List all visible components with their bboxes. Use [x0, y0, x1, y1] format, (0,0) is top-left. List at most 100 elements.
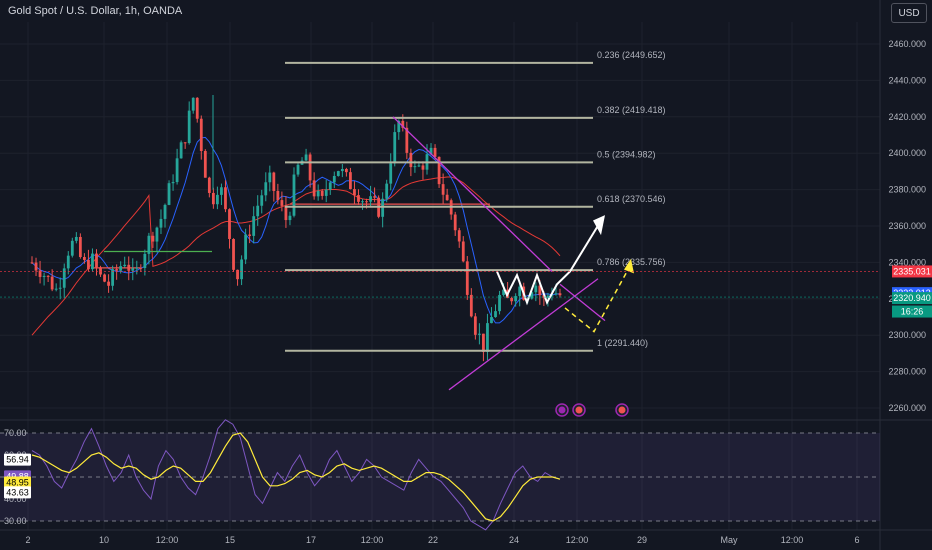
candle — [244, 228, 248, 265]
candle-body — [171, 182, 175, 184]
candle-body — [207, 177, 211, 193]
price-tag-label: 2320.940 — [893, 293, 931, 303]
candle — [332, 171, 336, 188]
ma-red-line — [31, 176, 561, 336]
candle — [477, 323, 481, 345]
candle-body — [175, 158, 179, 183]
candle-body — [240, 259, 243, 280]
candle — [393, 124, 397, 167]
candle — [87, 249, 90, 272]
candle-body — [369, 196, 372, 202]
events[interactable] — [555, 403, 629, 417]
rsi-ma-line — [31, 432, 561, 522]
candle — [304, 148, 308, 161]
candle-body — [74, 236, 78, 241]
us-flag-icon — [572, 403, 586, 417]
candle-body — [115, 269, 119, 271]
candle — [490, 307, 493, 324]
candle — [514, 293, 518, 307]
candle — [357, 189, 360, 205]
price-tag-bg — [892, 265, 932, 278]
fib-label-1: 1 (2291.440) — [597, 338, 648, 348]
candle — [498, 290, 501, 315]
candle — [240, 255, 243, 286]
candle — [203, 149, 207, 178]
candle-body — [494, 311, 497, 318]
candle — [228, 208, 231, 249]
candle-body — [469, 294, 473, 317]
candle-body — [264, 182, 268, 196]
candle-body — [433, 147, 437, 157]
candle — [131, 258, 135, 281]
fib-label-0.618: 0.618 (2370.546) — [597, 194, 666, 204]
candle — [236, 269, 239, 286]
rsi-tag-bg — [4, 486, 31, 499]
candle — [115, 264, 119, 280]
time-tick-label: 24 — [509, 535, 519, 545]
candle — [292, 167, 296, 218]
candle-body — [167, 183, 171, 205]
candle-body — [312, 180, 316, 197]
candle-body — [498, 294, 501, 312]
event-dot — [575, 406, 583, 414]
fib-label-0.5: 0.5 (2394.982) — [597, 149, 656, 159]
candle-body — [159, 218, 163, 228]
candle — [139, 264, 143, 272]
candle-body — [441, 184, 445, 195]
candle — [461, 236, 465, 263]
candle-body — [203, 150, 207, 178]
rsi-line — [31, 419, 561, 531]
candle — [66, 251, 70, 275]
candle — [220, 183, 223, 206]
candle-body — [477, 333, 481, 335]
candle — [389, 153, 393, 191]
candle-body — [288, 215, 292, 221]
candle — [107, 274, 110, 293]
candle — [183, 142, 187, 149]
candle-body — [191, 97, 195, 111]
candle — [280, 191, 284, 212]
fib-label-0.382: 0.382 (2419.418) — [597, 105, 666, 115]
candle — [369, 185, 372, 206]
candle-body — [228, 209, 231, 239]
candle-body — [163, 204, 167, 219]
candle-body — [50, 276, 54, 290]
candle — [195, 97, 199, 123]
candle — [91, 248, 94, 272]
event-dot — [558, 406, 566, 414]
candle-body — [490, 317, 493, 324]
candle-body — [413, 166, 417, 168]
candle — [179, 140, 183, 159]
candle-body — [324, 189, 328, 196]
candle-body — [421, 165, 425, 170]
time-axis[interactable]: 2 10 12:00 15 17 12:00 22 24 12:00 29 May 12:00 6 — [25, 535, 859, 545]
time-tick-label: 12:00 — [566, 535, 589, 545]
currency-button[interactable]: USD — [891, 3, 927, 23]
candle — [272, 171, 276, 202]
candle-body — [365, 201, 368, 203]
candle — [155, 226, 159, 253]
candle — [296, 162, 300, 177]
candle — [457, 227, 461, 248]
candle — [328, 180, 332, 195]
candle-body — [139, 267, 143, 269]
candle — [276, 183, 280, 205]
candle — [70, 237, 74, 258]
candle-body — [389, 163, 393, 184]
candle-body — [143, 253, 147, 269]
candle-body — [179, 142, 183, 159]
candle-body — [461, 241, 465, 262]
rsi-tag: 48.95 — [4, 476, 31, 489]
candles — [30, 94, 562, 362]
candle-body — [284, 205, 288, 221]
candle — [324, 179, 328, 203]
candle-body — [131, 268, 135, 271]
rsi-tag-label: 48.95 — [6, 478, 29, 488]
candle-body — [155, 227, 159, 242]
time-tick-label: 29 — [637, 535, 647, 545]
candle — [534, 282, 538, 302]
candle — [224, 180, 227, 213]
candle — [163, 203, 167, 228]
